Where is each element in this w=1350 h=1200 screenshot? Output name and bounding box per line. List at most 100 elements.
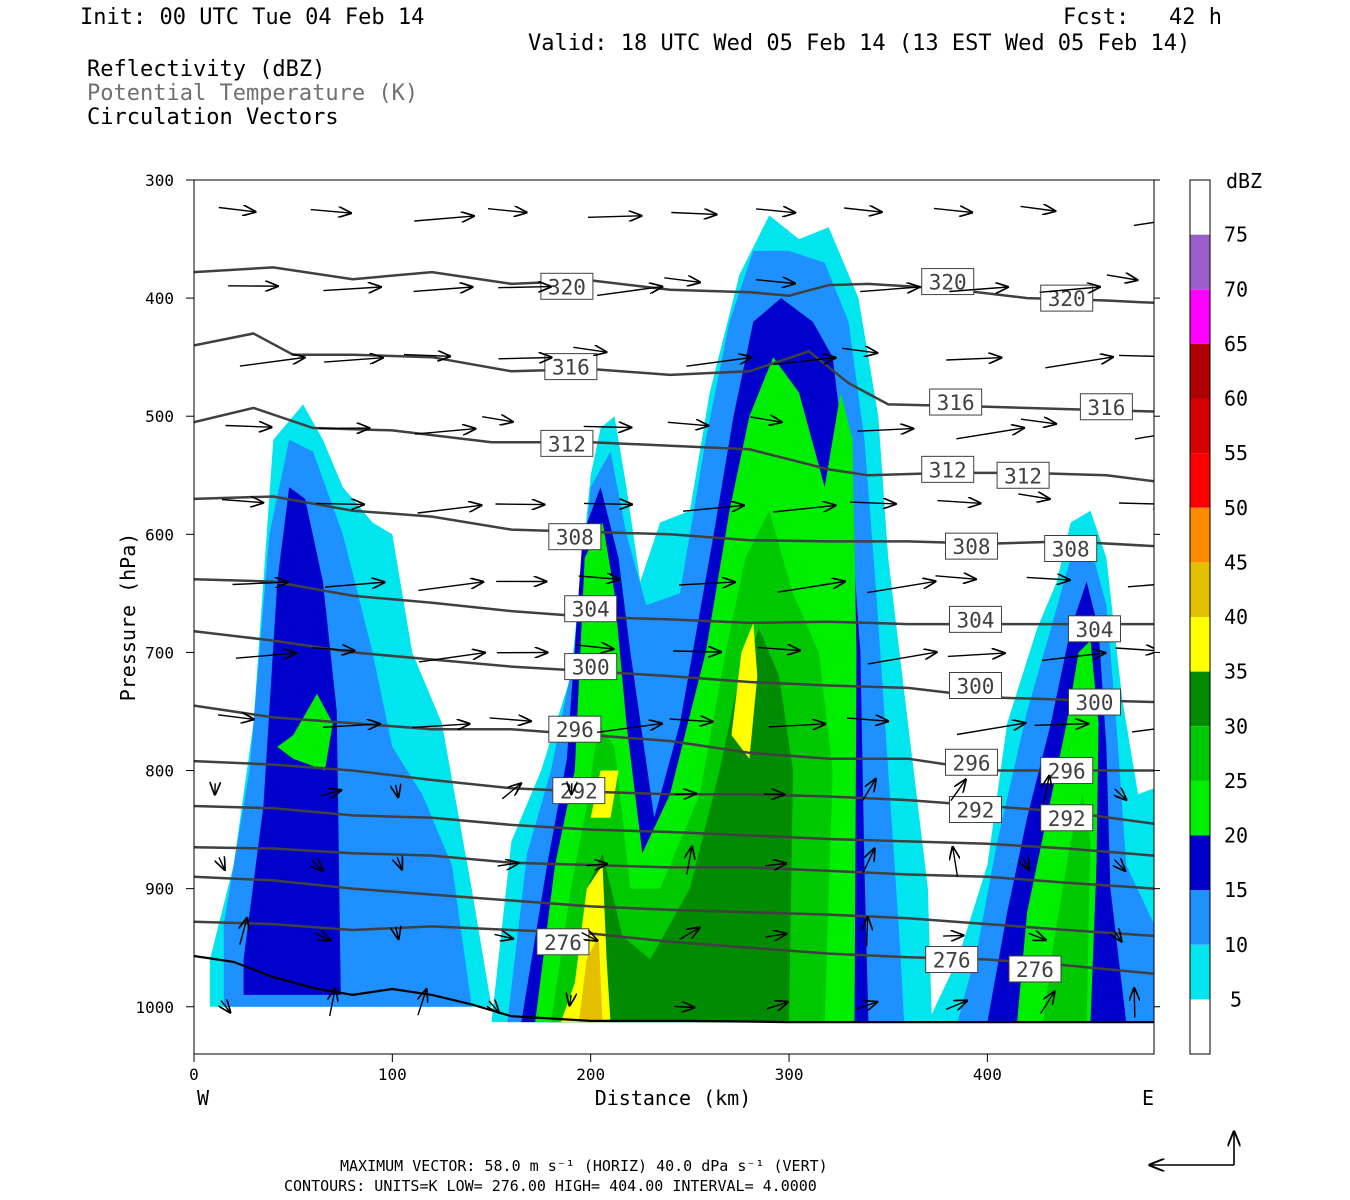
circulation-vector xyxy=(310,210,351,214)
circulation-vector xyxy=(240,918,247,945)
circulation-vector xyxy=(571,783,572,794)
circulation-vector xyxy=(953,847,958,877)
theta-label: 304 xyxy=(1076,618,1114,642)
circulation-vector xyxy=(487,209,526,213)
theta-label-box xyxy=(1044,534,1098,562)
theta-label-box xyxy=(548,523,602,551)
circulation-vector xyxy=(330,989,335,1017)
circulation-vector xyxy=(862,849,874,873)
circulation-vector xyxy=(414,216,473,221)
circulation-vector xyxy=(956,723,1025,736)
theta-label-box xyxy=(929,388,983,416)
reflectivity-region-35dbz xyxy=(731,622,758,759)
theta-label: 300 xyxy=(572,656,610,680)
theta-label: 316 xyxy=(1087,396,1125,420)
x-end-left-label: W xyxy=(197,1086,210,1110)
circulation-vector xyxy=(664,278,699,283)
circulation-vector xyxy=(412,724,469,728)
theta-label-box xyxy=(1008,955,1062,983)
y-tick-label: 1000 xyxy=(135,998,174,1017)
circulation-vector xyxy=(320,790,341,796)
theta-label: 292 xyxy=(560,780,598,804)
circulation-vector xyxy=(417,505,482,514)
colorbar-segment xyxy=(1190,398,1210,454)
circulation-vector xyxy=(489,1001,499,1013)
circulation-vector xyxy=(583,426,631,427)
theta-label-box xyxy=(540,429,594,457)
theta-label-box xyxy=(1067,615,1121,643)
theta-label-box xyxy=(996,461,1050,489)
circulation-vector xyxy=(1106,275,1137,280)
circulation-vector xyxy=(1044,776,1050,804)
theta-contour-316 xyxy=(194,332,1154,413)
circulation-vector xyxy=(489,718,531,721)
colorbar-frame xyxy=(1189,179,1211,1055)
colorbar-label: 65 xyxy=(1224,332,1248,356)
circulation-vector xyxy=(235,653,296,658)
circulation-vector xyxy=(576,645,613,649)
colorbar: 5 10 15 20 25 30 35 40 45 50 55 60 65 70 75 xyxy=(1189,179,1248,1055)
theta-label: 304 xyxy=(572,598,610,622)
circulation-vector xyxy=(687,847,692,875)
circulation-vector xyxy=(497,863,519,866)
circulation-vector xyxy=(586,864,606,866)
circulation-vector xyxy=(861,779,876,802)
theta-label-box xyxy=(925,946,979,974)
colorbar-segment xyxy=(1190,890,1210,945)
circulation-vector xyxy=(312,860,323,871)
theta-contour-unlabeled xyxy=(194,875,1154,938)
theta-label: 292 xyxy=(1048,807,1086,831)
circulation-vector xyxy=(667,422,708,425)
colorbar-segment xyxy=(1190,999,1210,1054)
circulation-vector xyxy=(221,500,263,503)
theta-label-box xyxy=(945,532,999,560)
circulation-vector xyxy=(675,794,695,795)
colorbar-label: 25 xyxy=(1224,769,1248,793)
reflectivity-region-20dbz xyxy=(277,693,333,771)
theta-label: 300 xyxy=(957,675,995,699)
circulation-vector xyxy=(218,208,255,212)
circulation-vector xyxy=(1133,221,1154,227)
colorbar-label: 35 xyxy=(1224,660,1248,684)
circulation-vector xyxy=(239,358,305,367)
colorbar-segment xyxy=(1190,780,1210,836)
field-theta: Potential Temperature (K) xyxy=(87,81,419,106)
theta-label: 292 xyxy=(957,799,995,823)
circulation-vector xyxy=(396,785,399,797)
circulation-vector xyxy=(396,927,399,939)
circulation-vector xyxy=(316,503,364,504)
colorbar-segment xyxy=(1190,234,1210,290)
theta-contour-276 xyxy=(194,920,1154,975)
circulation-vectors xyxy=(215,206,1154,1018)
circulation-vector xyxy=(850,502,895,504)
colorbar-segment xyxy=(1190,507,1210,563)
theta-label: 316 xyxy=(552,356,590,380)
circulation-vector xyxy=(1034,724,1088,726)
y-tick-label: 900 xyxy=(145,880,174,899)
circulation-vector xyxy=(674,1006,695,1007)
colorbar-label: 15 xyxy=(1224,878,1248,902)
circulation-vector xyxy=(1134,988,1135,1018)
theta-label-box xyxy=(564,653,618,681)
y-tick-label: 400 xyxy=(145,289,174,308)
theta-label-box xyxy=(948,605,1002,633)
y-tick-label: 600 xyxy=(145,525,174,544)
circulation-vector xyxy=(573,347,606,352)
circulation-vector xyxy=(777,582,845,593)
circulation-vector xyxy=(495,504,545,505)
circulation-vector xyxy=(232,582,288,584)
reference-vector xyxy=(1150,1132,1234,1165)
circulation-vector xyxy=(750,417,781,422)
theta-label: 296 xyxy=(556,718,594,742)
colorbar-label: 70 xyxy=(1224,277,1248,301)
axes: 300 400 500 600 700 800 900 1000 0 100 200 300 400 xyxy=(135,171,1160,1084)
circulation-vector xyxy=(1020,419,1056,424)
colorbar-label: 20 xyxy=(1224,824,1248,848)
theta-label-box xyxy=(548,715,602,743)
colorbar-label: 50 xyxy=(1224,496,1248,520)
theta-label-box xyxy=(945,748,999,776)
circulation-vector xyxy=(860,287,919,292)
theta-label-box xyxy=(1040,804,1094,832)
